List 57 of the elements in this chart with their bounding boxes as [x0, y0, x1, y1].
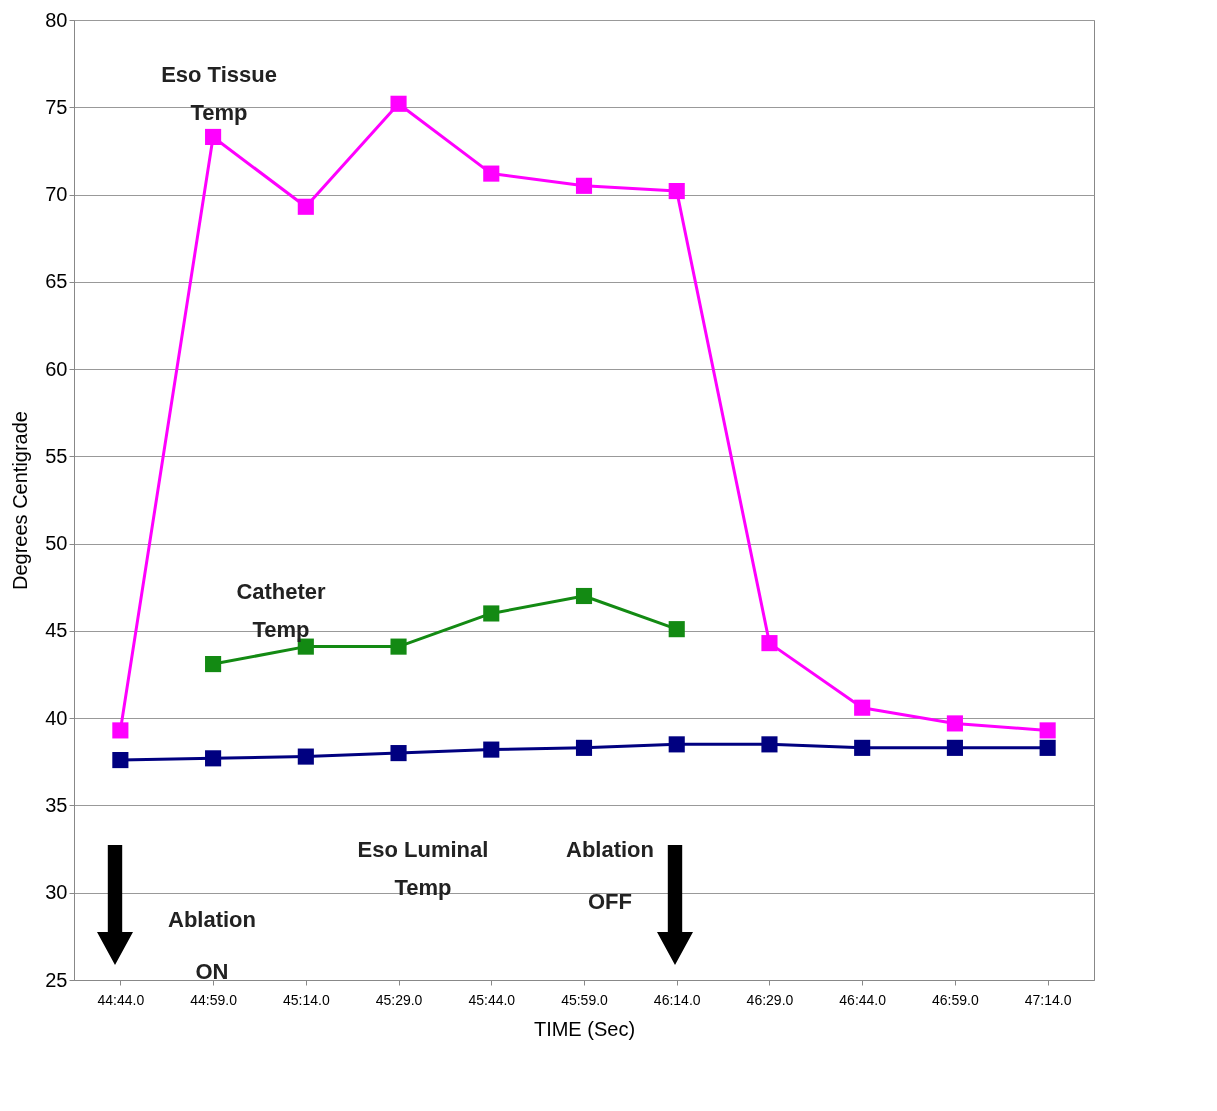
- y-tick-label: 70: [45, 183, 68, 206]
- point: [575, 177, 593, 194]
- point: [946, 739, 963, 756]
- y-tick-label: 60: [45, 357, 68, 380]
- point: [761, 736, 778, 753]
- point: [668, 621, 685, 638]
- y-tick-label: 25: [45, 968, 68, 991]
- y-tick-label: 30: [45, 881, 68, 904]
- point: [575, 587, 593, 605]
- x-tick-label: 45:14.0: [282, 991, 330, 1008]
- point: [112, 752, 129, 769]
- point: [297, 748, 314, 765]
- point: [205, 128, 222, 146]
- point: [483, 165, 500, 182]
- x-tick-label: 47:14.0: [1024, 991, 1072, 1008]
- point: [390, 745, 407, 762]
- point: [112, 722, 129, 739]
- x-tick-label: 45:59.0: [561, 991, 609, 1008]
- y-axis-title: Degrees Centigrade: [9, 411, 32, 590]
- point: [483, 605, 500, 622]
- annotation: Eso Tissue Temp: [161, 62, 277, 125]
- point: [205, 750, 222, 767]
- text: Ablation OFF: [566, 837, 654, 914]
- point: [297, 198, 314, 215]
- x-tick-label: 44:59.0: [190, 991, 238, 1008]
- point: [1039, 722, 1056, 739]
- x-tick-label: 44:44.0: [97, 991, 145, 1008]
- x-tick-label: 45:44.0: [468, 991, 516, 1008]
- point: [761, 635, 778, 652]
- x-tick-label: 46:29.0: [746, 991, 794, 1008]
- point: [483, 741, 500, 758]
- point: [668, 736, 685, 753]
- point: [1039, 739, 1056, 756]
- point: [205, 656, 222, 673]
- y-tick-label: 65: [45, 270, 68, 293]
- point: [854, 699, 871, 716]
- point: [390, 638, 407, 655]
- y-tick-label: 50: [45, 532, 68, 555]
- point: [390, 95, 407, 112]
- x-tick-label: 46:59.0: [932, 991, 979, 1008]
- y-tick-label: 75: [45, 95, 68, 118]
- y-tick-label: 40: [45, 706, 68, 729]
- y-tick-label: 55: [45, 444, 68, 467]
- annotation: Eso Luminal Temp: [357, 837, 489, 900]
- x-tick-label: 46:14.0: [653, 991, 701, 1008]
- annotation: Catheter Temp: [236, 579, 327, 642]
- y-tick-label: 45: [45, 619, 68, 642]
- point: [668, 182, 685, 200]
- text: Ablation ON: [168, 907, 256, 984]
- point: [946, 715, 963, 732]
- point: [854, 739, 871, 756]
- y-tick-label: 35: [45, 793, 68, 816]
- x-tick-label: 46:44.0: [839, 991, 887, 1008]
- y-tick-label: 80: [45, 8, 68, 31]
- x-axis-title: TIME (Sec): [533, 1017, 636, 1040]
- x-tick-label: 45:29.0: [375, 991, 423, 1008]
- point: [575, 739, 593, 756]
